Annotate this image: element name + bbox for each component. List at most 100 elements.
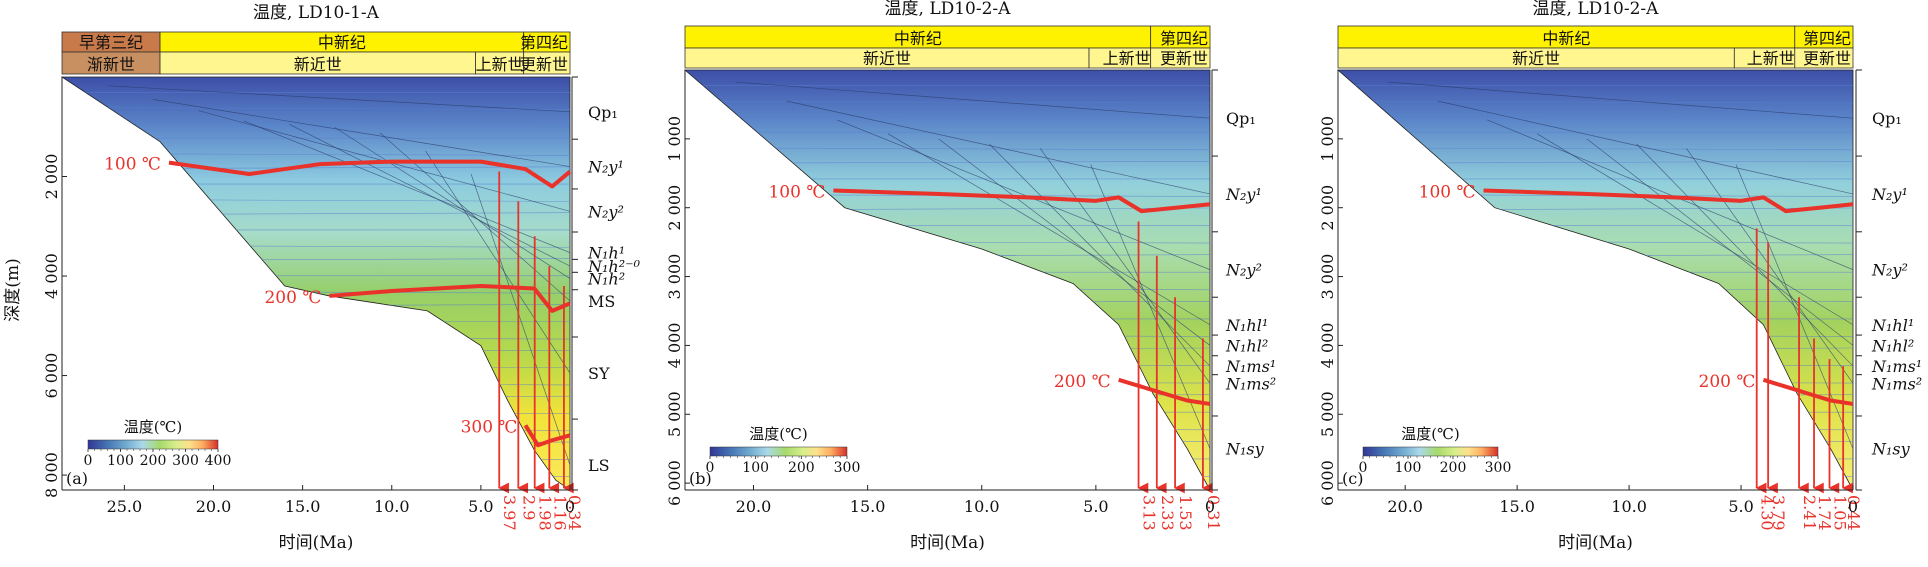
strat-unit-label: N₁hl² <box>1225 336 1268 355</box>
contour-line <box>685 114 1210 117</box>
legend-tick-label: 100 <box>742 460 769 476</box>
legend-tick-label: 200 <box>140 453 167 469</box>
horizon-line <box>107 85 570 113</box>
isotherm-label: 200 ℃ <box>1699 372 1756 392</box>
chart-title: 温度, LD10-1-A <box>253 3 380 23</box>
horizon-line <box>938 138 1210 346</box>
isotherm-label: 200 ℃ <box>264 288 321 308</box>
isotherm-label: 300 ℃ <box>461 417 518 437</box>
period-label: 第四纪 <box>1160 29 1208 48</box>
chart-title: 温度, LD10-2-A <box>1533 0 1660 19</box>
horizon-line <box>379 132 570 302</box>
strat-unit-label: N₁ms¹ <box>1871 357 1922 376</box>
sample-time-label: 2.33 <box>1158 495 1177 531</box>
legend-tick-label: 0 <box>1359 460 1368 476</box>
x-tick-label: 15.0 <box>850 497 886 516</box>
y-tick-label: 4 000 <box>42 253 61 299</box>
sample-time-label: 3.97 <box>500 495 519 531</box>
epoch-label: 上新世 <box>476 55 524 74</box>
strat-unit-label: LS <box>588 456 610 475</box>
y-tick-label: 6 000 <box>665 460 684 506</box>
x-tick-label: 15.0 <box>285 497 321 516</box>
epoch-label: 新近世 <box>294 55 342 74</box>
y-tick-label: 1 000 <box>1318 116 1337 162</box>
epoch-cell <box>1794 47 1854 69</box>
contour-line <box>62 474 570 478</box>
strat-unit-label: MS <box>588 292 615 311</box>
panel-label: (a) <box>66 469 88 488</box>
isotherm-line <box>523 424 571 448</box>
period-label: 早第三纪 <box>79 33 143 52</box>
y-tick-label: 4 000 <box>665 323 684 369</box>
legend-colorbar <box>1362 446 1499 457</box>
legend-tick-label: 400 <box>205 453 232 469</box>
y-tick-label: 8 000 <box>42 452 61 498</box>
x-tick-label: 10.0 <box>374 497 410 516</box>
period-label: 第四纪 <box>520 33 568 52</box>
strat-unit-label: N₂y¹ <box>1871 185 1908 204</box>
epoch-cell <box>1150 47 1211 69</box>
y-tick-label: 2 000 <box>1318 185 1337 231</box>
x-tick-label: 25.0 <box>107 497 143 516</box>
period-label: 中新纪 <box>1542 29 1590 48</box>
x-tick-label: 0 <box>1205 497 1215 516</box>
legend-title: 温度(℃) <box>1401 425 1459 443</box>
epoch-label: 更新世 <box>1160 49 1208 68</box>
x-tick-label: 10.0 <box>964 497 1000 516</box>
horizon-line <box>1039 148 1210 384</box>
strat-unit-label: N₁sy <box>1871 440 1911 459</box>
horizon-line <box>1636 143 1853 367</box>
temperature-field <box>683 69 1211 491</box>
horizon-line <box>470 173 570 466</box>
period-label: 中新纪 <box>318 33 366 52</box>
x-tick-label: 0 <box>565 497 575 516</box>
epoch-label: 新近世 <box>863 49 911 68</box>
y-tick-label: 4 000 <box>1318 323 1337 369</box>
strat-unit-label: N₁hl¹ <box>1225 316 1268 335</box>
strat-unit-label: N₂y² <box>1225 261 1262 280</box>
epoch-label: 更新世 <box>1803 49 1851 68</box>
horizon-line <box>1437 100 1853 195</box>
legend-tick-label: 300 <box>834 460 861 476</box>
isotherm-line <box>329 283 571 313</box>
strat-unit-label: Qp₁ <box>1226 109 1256 128</box>
legend-colorbar <box>709 446 848 457</box>
horizon-line <box>1686 148 1853 384</box>
horizon-line <box>989 143 1210 367</box>
strat-unit-label: N₁h² <box>587 270 625 289</box>
horizon-line <box>786 100 1210 195</box>
horizon-line <box>1536 133 1853 326</box>
sample-time-label: 1.74 <box>1815 495 1834 531</box>
strat-unit-label: Qp₁ <box>1872 109 1902 128</box>
isotherm-label: 200 ℃ <box>1054 372 1111 392</box>
chart-title: 温度, LD10-2-A <box>885 0 1012 19</box>
strat-unit-label: N₂y² <box>1871 261 1908 280</box>
panel-label: (c) <box>1342 469 1363 488</box>
y-axis-label: 深度(m) <box>3 258 23 321</box>
horizon-line <box>289 123 570 267</box>
x-axis-label: 时间(Ma) <box>1558 533 1633 553</box>
y-tick-label: 2 000 <box>665 185 684 231</box>
legend-tick-label: 300 <box>1485 460 1512 476</box>
period-label: 第四纪 <box>1803 29 1851 48</box>
isotherm-label: 100 ℃ <box>1419 182 1476 202</box>
x-tick-label: 0 <box>1848 497 1858 516</box>
x-tick-label: 20.0 <box>196 497 232 516</box>
temperature-field <box>1336 69 1854 491</box>
y-tick-label: 6 000 <box>42 353 61 399</box>
x-tick-label: 20.0 <box>736 497 772 516</box>
y-tick-label: 5 000 <box>1318 391 1337 437</box>
strat-unit-label: N₁sy <box>1225 440 1265 459</box>
isotherm-label: 100 ℃ <box>768 182 825 202</box>
horizon-line <box>1586 138 1853 346</box>
strat-unit-label: N₂y² <box>587 202 624 221</box>
sample-time-label: 0.31 <box>1204 495 1223 531</box>
contour-line <box>1338 394 1853 397</box>
x-tick-label: 5.0 <box>468 497 493 516</box>
epoch-label: 新近世 <box>1512 49 1560 68</box>
horizon-line <box>735 81 1210 119</box>
sample-time-label: 3.13 <box>1140 495 1159 531</box>
strat-unit-label: N₁ms² <box>1871 374 1922 393</box>
